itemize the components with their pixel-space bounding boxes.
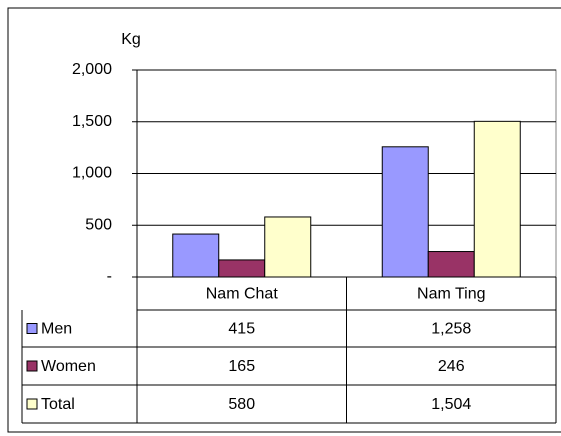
y-tick-label: 1,000 [72,165,112,182]
y-tick-label: 2,000 [72,61,112,78]
legend-label: Women [41,358,96,375]
legend-key [26,323,38,334]
bar [172,233,220,278]
y-tick-label: 500 [85,216,112,233]
table-value: 415 [228,321,255,338]
x-tick-label: Nam Ting [417,286,485,303]
table-value: 1,504 [431,396,471,413]
y-tick-label: 1,500 [72,113,112,130]
legend-key [26,398,38,410]
x-tick-label: Nam Chat [206,286,279,303]
bar [473,120,521,278]
table-value: 1,258 [431,321,471,338]
table-value: 580 [228,396,255,413]
y-axis-label: Kg [121,31,141,48]
bar [264,216,312,278]
table-value: 246 [438,358,465,375]
bar [218,259,266,278]
legend-key [26,360,38,372]
legend-label: Total [41,396,75,413]
table-value: 165 [228,358,255,375]
chart-border [7,7,561,433]
bar [427,251,475,278]
bar [381,146,429,278]
y-tick-label: - [107,268,112,285]
legend-label: Men [41,321,72,338]
